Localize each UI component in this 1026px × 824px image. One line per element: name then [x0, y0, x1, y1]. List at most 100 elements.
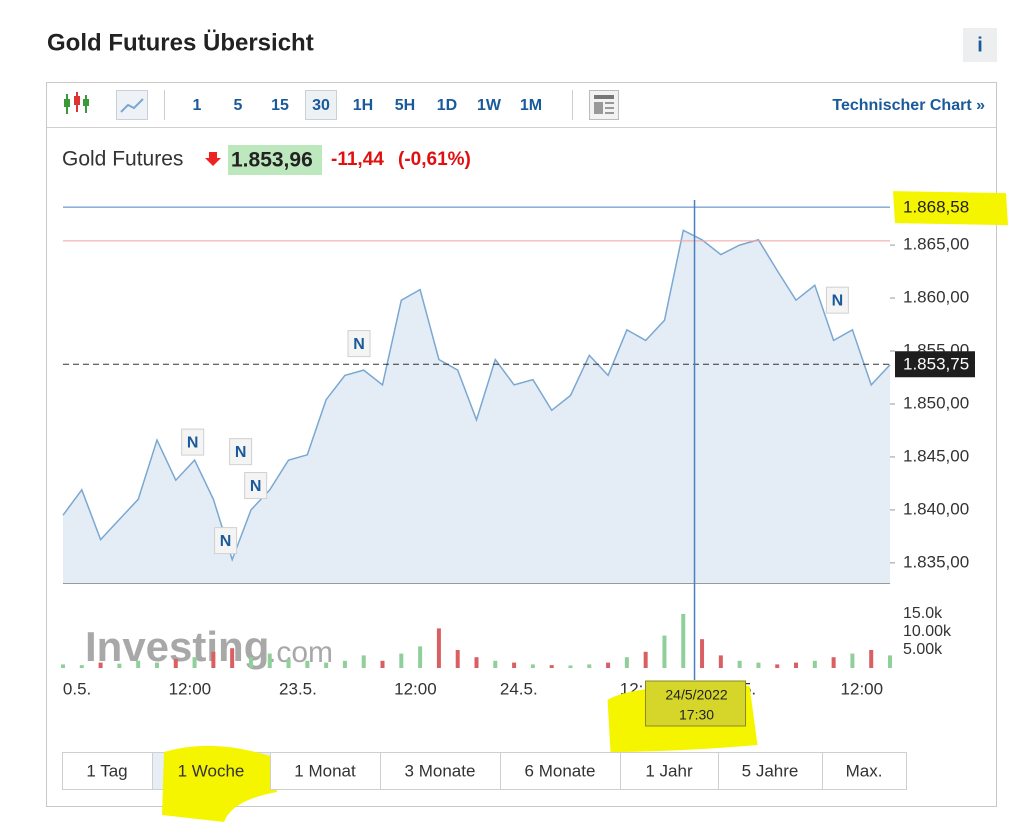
volume-bar — [211, 651, 216, 668]
volume-bar — [756, 662, 761, 668]
range-button[interactable]: 1 Monat — [294, 761, 356, 780]
volume-bar — [512, 662, 517, 668]
watermark-suffix: .com — [268, 636, 333, 669]
y-tick-label: 1.845,00 — [903, 446, 969, 465]
interval-button[interactable]: 5 — [234, 97, 243, 114]
technical-chart-link[interactable]: Technischer Chart » — [832, 97, 985, 114]
candle-icon[interactable] — [64, 92, 89, 114]
volume-bar — [436, 628, 441, 668]
volume-bar — [869, 649, 874, 668]
news-label[interactable]: N — [220, 533, 232, 550]
range-button[interactable]: 1 Jahr — [645, 761, 693, 780]
volume-bar — [568, 665, 573, 668]
interval-button[interactable]: 1W — [477, 97, 502, 114]
volume-bar — [549, 665, 554, 668]
volume-bar — [530, 664, 535, 668]
quote-change: -11,44 — [331, 149, 384, 170]
news-marker[interactable] — [347, 330, 371, 358]
info-button[interactable]: i — [977, 34, 983, 56]
quote-price: 1.853,96 — [231, 149, 313, 172]
x-tick-label: 12:00 — [841, 679, 884, 698]
volume-bar — [79, 665, 84, 668]
volume-bar — [361, 655, 366, 668]
info-button-bg — [963, 28, 997, 62]
y-tick-label: 1.835,00 — [903, 552, 969, 571]
volume-bar — [888, 655, 892, 668]
volume-tick-label: 5.00k — [903, 641, 943, 658]
range-button[interactable]: 3 Monate — [405, 761, 476, 780]
news-label[interactable]: N — [187, 434, 199, 451]
volume-bar — [342, 660, 347, 668]
volume-bar — [286, 658, 291, 668]
y-tick-label: 1.850,00 — [903, 393, 969, 412]
news-label[interactable]: N — [832, 292, 844, 309]
news-marker[interactable] — [181, 428, 205, 456]
volume-bar — [173, 658, 178, 668]
volume-bar — [775, 664, 780, 668]
range-button-bg[interactable] — [822, 752, 907, 790]
interval-button[interactable]: 5H — [395, 97, 415, 114]
area-icon[interactable] — [116, 90, 148, 120]
range-button[interactable]: 1 Tag — [86, 761, 127, 780]
news-marker[interactable] — [244, 472, 268, 500]
volume-bar — [606, 662, 611, 668]
interval-button[interactable]: 1D — [437, 97, 457, 114]
volume-bar — [399, 653, 404, 668]
price-line — [62, 229, 891, 563]
volume-bar — [737, 660, 742, 668]
range-button[interactable]: 6 Monate — [525, 761, 596, 780]
news-marker[interactable] — [825, 286, 849, 314]
y-tick-label: 1.865,00 — [903, 235, 969, 254]
range-button-bg[interactable] — [380, 752, 501, 790]
chart: Investing.com 5.00k10.00k15.0k1.835,001.8… — [61, 191, 1008, 752]
interval-button[interactable]: 30 — [312, 97, 330, 114]
news-label[interactable]: N — [353, 336, 365, 353]
volume-bar — [136, 660, 141, 668]
volume-bar — [624, 657, 629, 668]
tooltip-date: 24/5/2022 — [665, 687, 727, 703]
area-fill — [63, 230, 890, 584]
volume-bar — [305, 660, 310, 668]
last-label: 1.853,75 — [903, 355, 969, 374]
range-button-bg[interactable] — [500, 752, 621, 790]
news-marker[interactable] — [214, 527, 238, 555]
price-highlight — [228, 145, 322, 175]
highlighter — [893, 191, 1008, 226]
range-button[interactable]: 5 Jahre — [742, 761, 799, 780]
x-tick-label: 12:00 — [394, 679, 437, 698]
interval-button[interactable]: 1H — [353, 97, 373, 114]
news-label[interactable]: N — [250, 478, 262, 495]
volume-bar — [98, 662, 103, 668]
interval-button[interactable]: 15 — [271, 97, 289, 114]
volume-bar — [850, 653, 855, 668]
volume-bar — [812, 660, 817, 668]
news-label[interactable]: N — [235, 444, 247, 461]
highlighter — [162, 745, 277, 822]
volume-tick-label: 15.0k — [903, 605, 943, 622]
range-button-bg[interactable] — [62, 752, 153, 790]
volume-bar — [324, 662, 329, 668]
news-marker[interactable] — [229, 438, 253, 466]
volume-bar — [794, 662, 799, 668]
quote-name: Gold Futures — [62, 148, 183, 171]
layout-icon[interactable] — [589, 90, 619, 120]
x-tick-label: 12:00 — [169, 679, 212, 698]
tooltip-time: 17:30 — [679, 707, 714, 723]
volume-bar — [267, 653, 272, 668]
range-button[interactable]: Max. — [846, 761, 883, 780]
interval-button[interactable]: 1 — [193, 97, 202, 114]
panel-border — [46, 82, 997, 807]
interval-active-bg — [305, 90, 337, 120]
tooltip-bg — [645, 680, 747, 727]
interval-button[interactable]: 1M — [520, 97, 542, 114]
volume-bar — [61, 664, 65, 668]
volume-bar — [380, 660, 385, 668]
x-tick-label: 24.5. — [500, 679, 538, 698]
page-title: Gold Futures Übersicht — [47, 29, 314, 56]
range-button[interactable]: 1 Woche — [178, 761, 245, 780]
range-buttons: 1 Tag 1 Woche 1 Monat 3 Monate 6 Monate 1 Jah… — [62, 745, 907, 822]
down-arrow — [205, 152, 221, 166]
volume-bar — [681, 613, 686, 668]
